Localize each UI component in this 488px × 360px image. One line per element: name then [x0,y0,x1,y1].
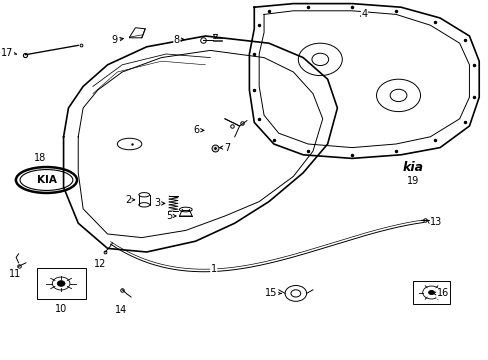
Text: 16: 16 [436,288,448,298]
Ellipse shape [179,207,192,212]
Text: 3: 3 [154,198,160,208]
Text: 14: 14 [115,305,127,315]
Text: 9: 9 [111,35,117,45]
Text: 4: 4 [361,9,366,19]
Text: 19: 19 [406,176,419,186]
Text: 12: 12 [94,258,106,269]
Circle shape [285,285,306,301]
Circle shape [57,281,65,286]
Text: 1: 1 [210,264,216,274]
Bar [37,268,85,299]
Circle shape [427,290,434,295]
Text: 10: 10 [55,304,67,314]
Text: 2: 2 [124,195,131,205]
Text: 11: 11 [8,269,21,279]
Text: 7: 7 [224,143,230,153]
Text: kia: kia [402,161,423,174]
Text: 15: 15 [265,288,277,298]
Text: 18: 18 [34,153,46,163]
Text: 13: 13 [429,217,442,227]
Text: 17: 17 [1,48,14,58]
Bar [412,281,449,304]
Ellipse shape [139,193,149,197]
Text: 5: 5 [165,211,172,221]
Text: 8: 8 [173,35,180,45]
Text: 6: 6 [193,125,199,135]
Text: KIA: KIA [37,175,56,185]
